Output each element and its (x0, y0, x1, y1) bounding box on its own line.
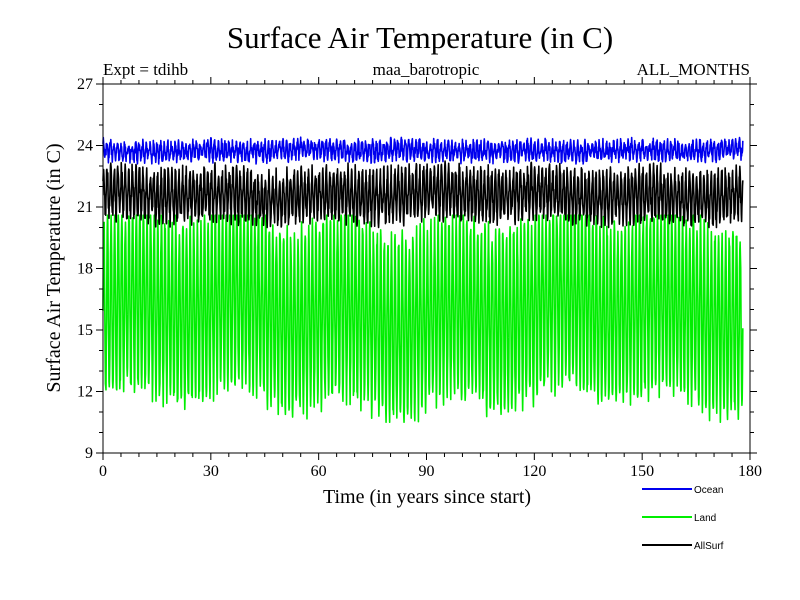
x-tick-label: 90 (419, 463, 435, 480)
y-tick-labels: 9 12 15 18 21 24 27 (77, 76, 93, 462)
legend-allsurf-label: AllSurf (694, 541, 724, 552)
series-line-land (102, 214, 744, 424)
y-tick-label: 15 (77, 322, 93, 339)
series-line-allsurf (102, 160, 744, 229)
x-tick-label: 60 (311, 463, 327, 480)
x-tick-label: 0 (99, 463, 107, 480)
legend-ocean-label: Ocean (694, 485, 723, 496)
chart-title: Surface Air Temperature (in C) (227, 20, 613, 55)
y-tick-label: 18 (77, 261, 93, 278)
y-tick-label: 24 (77, 138, 93, 155)
y-tick-label: 27 (77, 76, 93, 93)
subtitle-left: Expt = tdihb (103, 60, 188, 79)
y-axis-label: Surface Air Temperature (in C) (43, 143, 65, 392)
subtitle-right: ALL_MONTHS (637, 60, 750, 79)
x-tick-label: 120 (522, 463, 546, 480)
series-line-ocean (102, 136, 744, 165)
x-axis-label: Time (in years since start) (323, 486, 531, 508)
x-tick-label: 30 (203, 463, 219, 480)
y-tick-label: 9 (85, 445, 93, 462)
legend-land-label: Land (694, 513, 716, 524)
series-layer (102, 136, 744, 424)
x-tick-labels: 0 30 60 90 120 150 180 (99, 463, 762, 480)
plot-frame (102, 83, 751, 454)
y-tick-label: 21 (77, 199, 93, 216)
x-tick-label: 180 (738, 463, 762, 480)
ticks-layer (96, 77, 757, 460)
subtitle-center: maa_barotropic (373, 60, 480, 79)
legend: Ocean Land AllSurf (642, 485, 724, 552)
x-tick-label: 150 (630, 463, 654, 480)
y-tick-label: 12 (77, 384, 93, 401)
